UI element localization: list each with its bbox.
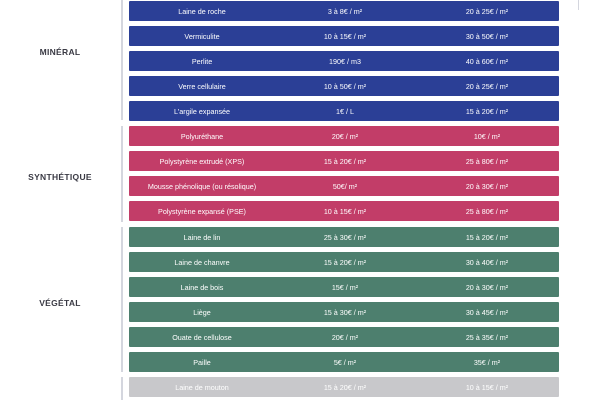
category-bracket bbox=[121, 227, 123, 372]
material-name: Vermiculite bbox=[184, 31, 220, 41]
material-name: Laine de roche bbox=[178, 6, 226, 16]
price-col-1: 25 à 30€ / m² bbox=[323, 232, 367, 242]
price-col-1: 10 à 50€ / m² bbox=[323, 81, 367, 91]
material-name: Polyuréthane bbox=[180, 131, 224, 141]
price-col-1: 15 à 20€ / m² bbox=[323, 382, 367, 392]
category-label: VÉGÉTAL bbox=[39, 298, 81, 308]
price-col-1: 15 à 30€ / m² bbox=[323, 307, 367, 317]
price-col-1: 15 à 20€ / m² bbox=[323, 257, 367, 267]
table-row: Paille 5€ / m² 35€ / m² bbox=[129, 352, 559, 372]
category-label: MINÉRAL bbox=[39, 47, 81, 57]
price-col-1: 15€ / m² bbox=[331, 282, 359, 292]
price-col-2: 10 à 15€ / m² bbox=[465, 382, 509, 392]
material-name: Ouate de cellulose bbox=[172, 332, 232, 342]
price-col-2: 30 à 50€ / m² bbox=[465, 31, 509, 41]
table-row: Liège 15 à 30€ / m² 30 à 45€ / m² bbox=[129, 302, 559, 322]
material-name: Perlite bbox=[191, 56, 213, 66]
category-bracket bbox=[121, 377, 123, 400]
material-name: Liège bbox=[193, 307, 211, 317]
price-col-2: 20 à 25€ / m² bbox=[465, 6, 509, 16]
material-name: Laine de mouton bbox=[175, 382, 229, 392]
price-col-2: 20 à 30€ / m² bbox=[465, 181, 509, 191]
price-col-2: 10€ / m² bbox=[473, 131, 501, 141]
price-col-1: 5€ / m² bbox=[333, 357, 357, 367]
material-name: Verre cellulaire bbox=[178, 81, 226, 91]
material-name: Laine de lin bbox=[183, 232, 221, 242]
table-row: Mousse phénolique (ou résolique) 50€/ m²… bbox=[129, 176, 559, 196]
price-col-2: 20 à 30€ / m² bbox=[465, 282, 509, 292]
price-col-2: 30 à 40€ / m² bbox=[465, 257, 509, 267]
category-bracket bbox=[121, 126, 123, 222]
right-edge-line bbox=[578, 0, 579, 10]
table-row: L'argile expansée 1€ / L 15 à 20€ / m² bbox=[129, 101, 559, 121]
table-row: Vermiculite 10 à 15€ / m² 30 à 50€ / m² bbox=[129, 26, 559, 46]
price-col-1: 20€ / m² bbox=[331, 131, 359, 141]
price-col-1: 3 à 8€ / m² bbox=[327, 6, 363, 16]
table-row: Ouate de cellulose 20€ / m² 25 à 35€ / m… bbox=[129, 327, 559, 347]
material-name: L'argile expansée bbox=[173, 106, 231, 116]
price-col-2: 35€ / m² bbox=[473, 357, 501, 367]
price-col-2: 25 à 80€ / m² bbox=[465, 156, 509, 166]
price-col-2: 40 à 60€ / m² bbox=[465, 56, 509, 66]
table-row: Laine de mouton 15 à 20€ / m² 10 à 15€ /… bbox=[129, 377, 559, 397]
price-col-2: 15 à 20€ / m² bbox=[465, 106, 509, 116]
material-name: Laine de chanvre bbox=[174, 257, 230, 267]
price-col-1: 190€ / m3 bbox=[329, 56, 361, 66]
material-name: Laine de bois bbox=[180, 282, 224, 292]
material-name: Paille bbox=[193, 357, 211, 367]
table-row: Laine de roche 3 à 8€ / m² 20 à 25€ / m² bbox=[129, 1, 559, 21]
table-row: Laine de chanvre 15 à 20€ / m² 30 à 40€ … bbox=[129, 252, 559, 272]
price-col-1: 10 à 15€ / m² bbox=[323, 31, 367, 41]
price-col-2: 20 à 25€ / m² bbox=[465, 81, 509, 91]
price-col-2: 25 à 80€ / m² bbox=[465, 206, 509, 216]
material-name: Polystyrène extrudé (XPS) bbox=[159, 156, 245, 166]
table-row: Perlite 190€ / m3 40 à 60€ / m² bbox=[129, 51, 559, 71]
category-bracket bbox=[121, 0, 123, 120]
table-row: Polyuréthane 20€ / m² 10€ / m² bbox=[129, 126, 559, 146]
table-row: Polystyrène extrudé (XPS) 15 à 20€ / m² … bbox=[129, 151, 559, 171]
price-col-1: 50€/ m² bbox=[332, 181, 358, 191]
table-row: Verre cellulaire 10 à 50€ / m² 20 à 25€ … bbox=[129, 76, 559, 96]
price-col-2: 15 à 20€ / m² bbox=[465, 232, 509, 242]
category-label: SYNTHÉTIQUE bbox=[28, 172, 92, 182]
price-col-1: 1€ / L bbox=[336, 106, 354, 116]
table-row: Laine de lin 25 à 30€ / m² 15 à 20€ / m² bbox=[129, 227, 559, 247]
price-col-1: 20€ / m² bbox=[331, 332, 359, 342]
material-name: Mousse phénolique (ou résolique) bbox=[147, 181, 257, 191]
price-col-2: 30 à 45€ / m² bbox=[465, 307, 509, 317]
price-col-1: 15 à 20€ / m² bbox=[323, 156, 367, 166]
table-row: Laine de bois 15€ / m² 20 à 30€ / m² bbox=[129, 277, 559, 297]
material-name: Polystyrène expansé (PSE) bbox=[158, 206, 246, 216]
table-row: Polystyrène expansé (PSE) 10 à 15€ / m² … bbox=[129, 201, 559, 221]
price-col-1: 10 à 15€ / m² bbox=[323, 206, 367, 216]
price-col-2: 25 à 35€ / m² bbox=[465, 332, 509, 342]
